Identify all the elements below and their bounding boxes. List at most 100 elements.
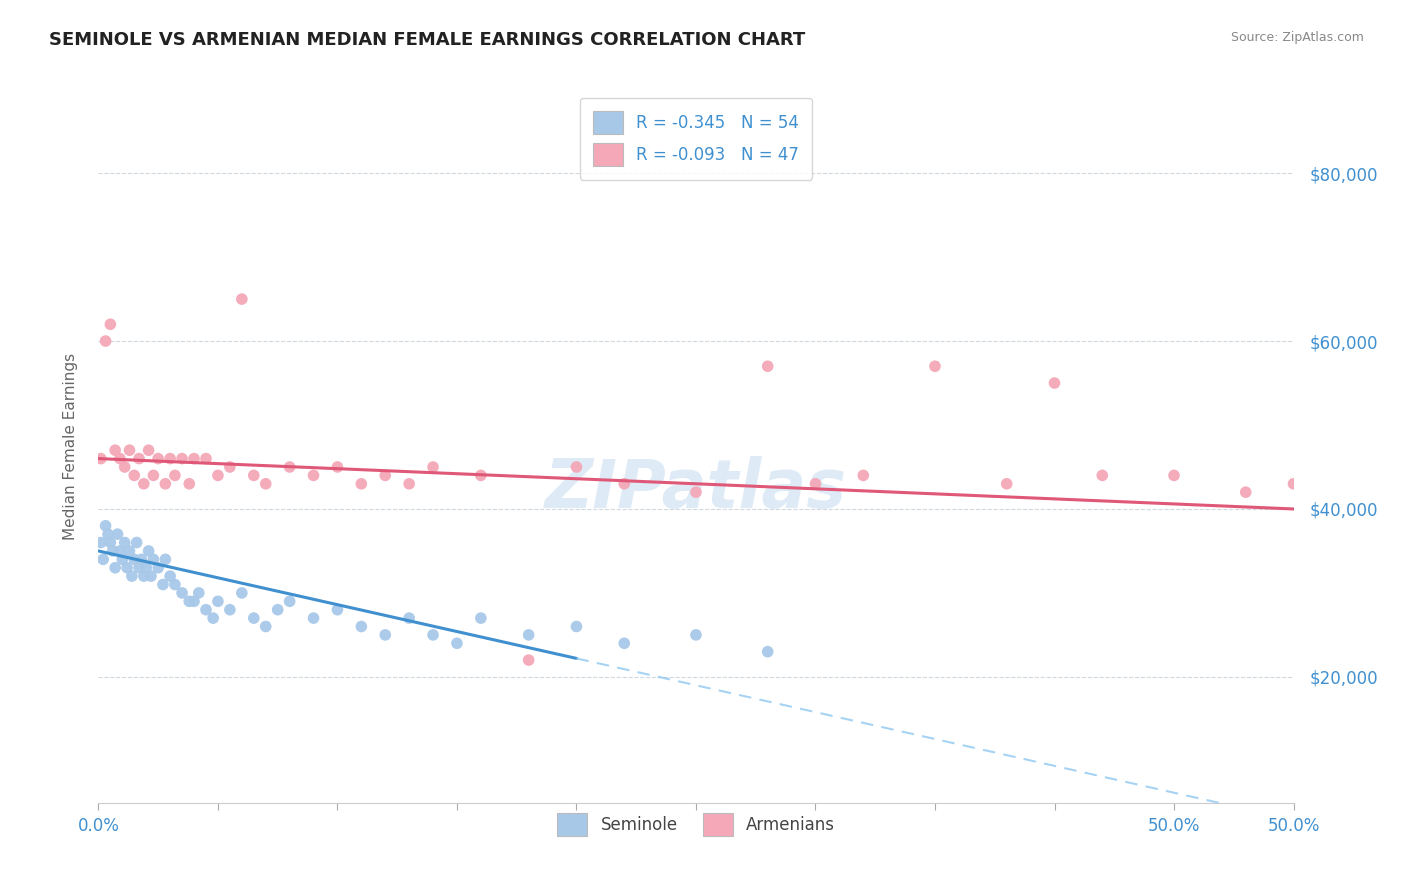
Point	[94, 334, 117, 348]
Point	[254, 476, 277, 491]
Point	[1163, 468, 1185, 483]
Point	[470, 468, 492, 483]
Point	[398, 611, 420, 625]
Point	[231, 292, 253, 306]
Point	[179, 476, 201, 491]
Point	[685, 485, 707, 500]
Point	[302, 468, 325, 483]
Point	[91, 552, 114, 566]
Point	[172, 451, 194, 466]
Point	[163, 468, 186, 483]
Point	[114, 460, 136, 475]
Point	[207, 468, 229, 483]
Point	[470, 611, 492, 625]
Point	[114, 535, 136, 549]
Point	[685, 628, 707, 642]
Point	[98, 318, 122, 332]
Point	[995, 476, 1018, 491]
Point	[183, 451, 205, 466]
Point	[924, 359, 946, 374]
Point	[132, 476, 155, 491]
Point	[219, 603, 242, 617]
Point	[756, 359, 779, 374]
Point	[118, 443, 141, 458]
Point	[804, 476, 827, 491]
Point	[107, 527, 129, 541]
Point	[98, 535, 122, 549]
Point	[108, 544, 131, 558]
Point	[202, 611, 225, 625]
Point	[278, 594, 301, 608]
Point	[131, 552, 153, 566]
Point	[565, 460, 588, 475]
Point	[374, 468, 396, 483]
Point	[138, 443, 160, 458]
Point	[267, 603, 290, 617]
Point	[179, 594, 201, 608]
Point	[142, 552, 165, 566]
Point	[1091, 468, 1114, 483]
Point	[613, 636, 636, 650]
Point	[852, 468, 875, 483]
Point	[155, 552, 177, 566]
Text: SEMINOLE VS ARMENIAN MEDIAN FEMALE EARNINGS CORRELATION CHART: SEMINOLE VS ARMENIAN MEDIAN FEMALE EARNI…	[49, 31, 806, 49]
Point	[148, 560, 170, 574]
Point	[350, 476, 373, 491]
Point	[159, 451, 181, 466]
Point	[195, 603, 218, 617]
Legend: Seminole, Armenians: Seminole, Armenians	[548, 805, 844, 845]
Point	[139, 569, 162, 583]
Point	[142, 468, 165, 483]
Point	[756, 645, 779, 659]
Point	[422, 628, 444, 642]
Point	[90, 535, 112, 549]
Point	[90, 451, 112, 466]
Point	[326, 460, 349, 475]
Point	[187, 586, 209, 600]
Point	[517, 653, 540, 667]
Point	[104, 560, 127, 574]
Point	[1282, 476, 1305, 491]
Point	[148, 451, 170, 466]
Point	[97, 527, 120, 541]
Point	[172, 586, 194, 600]
Point	[111, 552, 134, 566]
Point	[374, 628, 396, 642]
Point	[138, 544, 160, 558]
Point	[159, 569, 181, 583]
Text: ZIPatlas: ZIPatlas	[546, 456, 846, 522]
Point	[155, 476, 177, 491]
Point	[128, 560, 150, 574]
Point	[326, 603, 349, 617]
Point	[398, 476, 420, 491]
Point	[350, 619, 373, 633]
Point	[124, 552, 146, 566]
Point	[152, 577, 174, 591]
Point	[219, 460, 242, 475]
Point	[231, 586, 253, 600]
Point	[1043, 376, 1066, 390]
Point	[128, 451, 150, 466]
Point	[1234, 485, 1257, 500]
Point	[517, 628, 540, 642]
Point	[302, 611, 325, 625]
Point	[124, 468, 146, 483]
Point	[243, 468, 266, 483]
Point	[104, 443, 127, 458]
Text: Source: ZipAtlas.com: Source: ZipAtlas.com	[1230, 31, 1364, 45]
Point	[101, 544, 124, 558]
Point	[108, 451, 131, 466]
Point	[135, 560, 157, 574]
Point	[207, 594, 229, 608]
Point	[446, 636, 468, 650]
Point	[115, 560, 138, 574]
Point	[613, 476, 636, 491]
Point	[125, 535, 148, 549]
Point	[422, 460, 444, 475]
Point	[254, 619, 277, 633]
Point	[183, 594, 205, 608]
Point	[243, 611, 266, 625]
Point	[565, 619, 588, 633]
Point	[278, 460, 301, 475]
Point	[121, 569, 143, 583]
